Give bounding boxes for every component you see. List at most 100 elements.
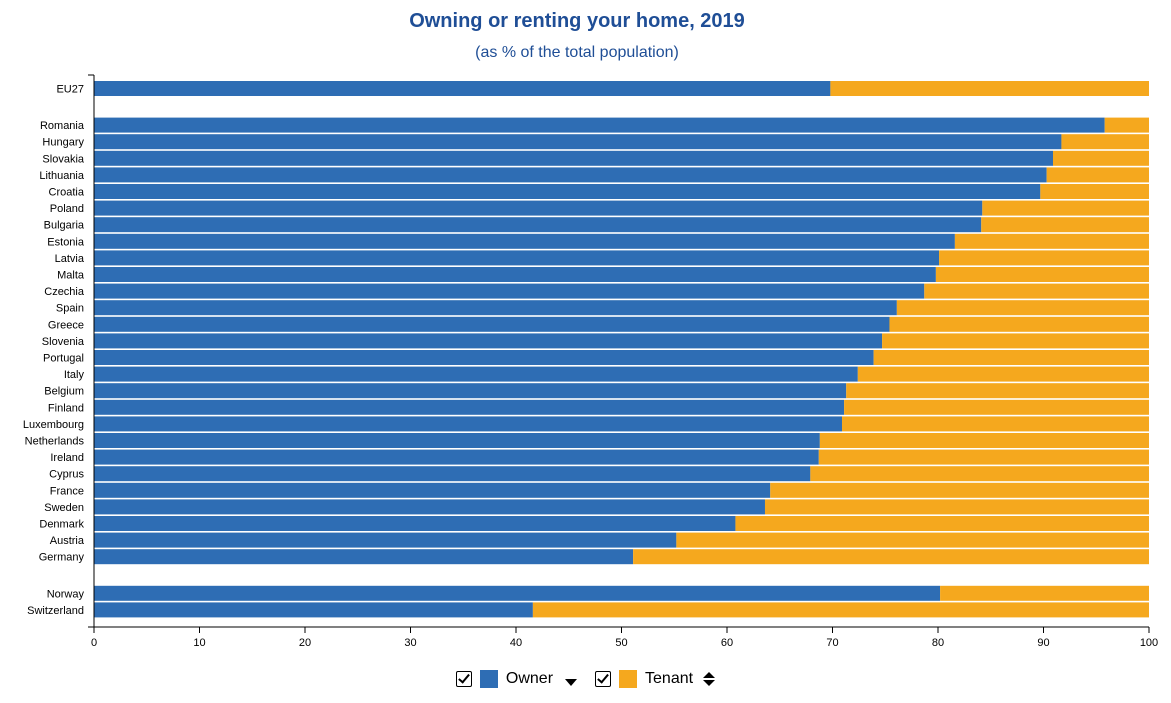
bar-owner-ireland[interactable] [94,449,819,465]
category-label: Czechia [44,286,85,298]
bar-owner-slovenia[interactable] [94,333,883,349]
category-label: Cyprus [49,469,84,481]
x-tick-label: 100 [1140,637,1158,649]
x-tick-label: 50 [615,637,627,649]
bar-owner-switzerland[interactable] [94,602,533,618]
bar-tenant-malta[interactable] [935,267,1149,282]
bar-owner-bulgaria[interactable] [94,217,982,233]
category-label: Norway [47,588,85,600]
legend-item-tenant[interactable]: Tenant [595,670,716,688]
bar-owner-italy[interactable] [94,366,858,382]
bar-owner-czechia[interactable] [94,283,925,299]
bar-tenant-sweden[interactable] [764,499,1149,515]
x-tick-label: 20 [299,637,311,649]
category-label: Belgium [44,386,84,398]
bar-tenant-belgium[interactable] [846,383,1149,399]
bar-owner-lithuania[interactable] [94,167,1047,183]
bar-owner-denmark[interactable] [94,516,736,531]
x-tick-label: 70 [826,637,838,649]
category-label: Spain [56,303,84,315]
category-label: Netherlands [25,436,85,448]
bar-owner-luxembourg[interactable] [94,416,842,432]
bar-owner-norway[interactable] [94,585,941,601]
bars-group [94,81,1149,618]
bar-tenant-slovakia[interactable] [1052,150,1149,166]
bar-owner-hungary[interactable] [94,134,1062,150]
bar-owner-croatia[interactable] [94,184,1041,199]
x-tick-label: 40 [510,637,522,649]
checkbox-checked-icon[interactable] [455,671,472,687]
bar-owner-poland[interactable] [94,200,983,216]
category-label: Hungary [42,137,84,149]
x-tick-label: 90 [1037,637,1049,649]
category-label: Finland [48,402,84,414]
bar-tenant-france[interactable] [770,482,1149,498]
bar-tenant-croatia[interactable] [1040,184,1149,199]
category-label: Austria [50,535,85,547]
bar-tenant-cyprus[interactable] [810,466,1149,482]
bar-tenant-greece[interactable] [889,316,1149,332]
bar-tenant-ireland[interactable] [818,449,1149,465]
bar-tenant-finland[interactable] [844,399,1149,415]
bar-owner-greece[interactable] [94,316,890,332]
bar-tenant-portugal[interactable] [873,350,1149,365]
bar-tenant-netherlands[interactable] [819,433,1149,448]
bar-tenant-estonia[interactable] [954,233,1149,249]
bar-tenant-spain[interactable] [896,300,1149,316]
sort-toggle-icon[interactable] [703,672,716,686]
bar-tenant-austria[interactable] [676,532,1149,548]
bar-owner-latvia[interactable] [94,250,940,266]
bar-tenant-norway[interactable] [940,585,1149,601]
x-tick-label: 30 [404,637,416,649]
category-label: France [50,485,84,497]
category-label: Estonia [47,236,85,248]
category-label: Poland [50,203,84,215]
category-label: Croatia [49,187,85,199]
bar-owner-slovakia[interactable] [94,150,1053,166]
legend: Owner Tenant [0,664,1171,694]
bar-tenant-switzerland[interactable] [532,602,1149,618]
bar-tenant-hungary[interactable] [1061,134,1149,150]
sort-descending-icon[interactable] [565,678,578,686]
owner-swatch [479,670,498,688]
category-label: Ireland [50,452,84,464]
bar-tenant-poland[interactable] [982,200,1149,216]
category-label: Romania [40,120,85,132]
bar-tenant-bulgaria[interactable] [981,217,1149,233]
checkbox-checked-icon[interactable] [595,671,612,687]
bar-tenant-czechia[interactable] [924,283,1149,299]
category-label: Slovakia [42,153,84,165]
category-label: Germany [39,552,85,564]
bar-tenant-slovenia[interactable] [882,333,1149,349]
category-label: Slovenia [42,336,85,348]
bar-owner-belgium[interactable] [94,383,847,399]
bar-owner-sweden[interactable] [94,499,765,515]
bar-owner-netherlands[interactable] [94,433,820,448]
legend-item-owner[interactable]: Owner [455,670,578,688]
bar-owner-romania[interactable] [94,117,1105,133]
bar-owner-estonia[interactable] [94,233,955,249]
bar-owner-france[interactable] [94,482,771,498]
category-label: Malta [57,270,85,282]
bar-owner-malta[interactable] [94,267,936,282]
x-tick-label: 80 [932,637,944,649]
bar-tenant-italy[interactable] [857,366,1149,382]
bar-owner-cyprus[interactable] [94,466,811,482]
category-label: Italy [64,369,85,381]
bar-owner-portugal[interactable] [94,350,874,365]
bar-tenant-germany[interactable] [633,549,1149,565]
bar-owner-germany[interactable] [94,549,634,565]
bar-owner-eu27[interactable] [94,81,831,96]
bar-owner-austria[interactable] [94,532,677,548]
chart-title: Owning or renting your home, 2019 [409,10,745,32]
bar-tenant-luxembourg[interactable] [841,416,1149,432]
bar-tenant-romania[interactable] [1104,117,1149,133]
x-tick-label: 0 [91,637,97,649]
bar-tenant-latvia[interactable] [939,250,1149,266]
bar-tenant-eu27[interactable] [830,81,1149,96]
bar-tenant-lithuania[interactable] [1046,167,1149,183]
bar-owner-finland[interactable] [94,399,845,415]
x-tick-label: 60 [721,637,733,649]
bar-tenant-denmark[interactable] [735,516,1149,531]
bar-owner-spain[interactable] [94,300,897,316]
